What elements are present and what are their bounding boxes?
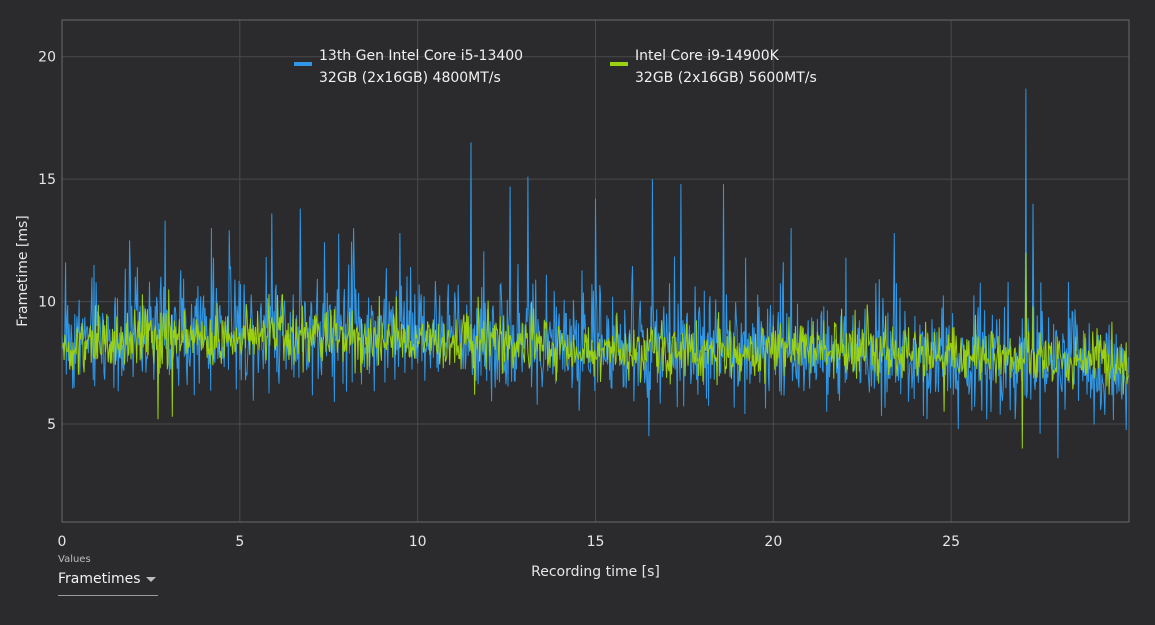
x-tick-label: 25: [942, 534, 960, 550]
values-selected: Frametimes: [58, 571, 141, 587]
y-tick-label: 15: [38, 172, 56, 188]
series-layer: [61, 88, 1130, 459]
tick-labels: 0 5 10 15 20 25 5 10 15 20: [38, 50, 960, 550]
legend-item-i5[interactable]: 13th Gen Intel Core i5-13400 32GB (2x16G…: [294, 48, 523, 86]
series-line-1: [61, 252, 1130, 449]
values-caption: Values: [58, 554, 91, 565]
x-axis-title: Recording time [s]: [531, 564, 660, 580]
legend-item-i9[interactable]: Intel Core i9-14900K 32GB (2x16GB) 5600M…: [610, 48, 817, 86]
x-tick-label: 10: [409, 534, 427, 550]
legend-swatch-i5: [294, 62, 312, 66]
y-tick-label: 20: [38, 50, 56, 66]
legend-label-i5-cpu: 13th Gen Intel Core i5-13400: [319, 48, 523, 64]
x-tick-label: 20: [764, 534, 782, 550]
legend-swatch-i9: [610, 62, 628, 66]
x-tick-label: 0: [58, 534, 67, 550]
legend-label-i9-cpu: Intel Core i9-14900K: [635, 48, 780, 64]
legend-label-i5-ram: 32GB (2x16GB) 4800MT/s: [319, 70, 501, 86]
chevron-down-icon: [146, 576, 156, 582]
x-tick-label: 15: [587, 534, 605, 550]
legend-label-i9-ram: 32GB (2x16GB) 5600MT/s: [635, 70, 817, 86]
x-tick-label: 5: [235, 534, 244, 550]
legend[interactable]: 13th Gen Intel Core i5-13400 32GB (2x16G…: [294, 48, 817, 86]
values-dropdown[interactable]: Frametimes: [58, 571, 158, 596]
values-selector[interactable]: Values Frametimes: [58, 554, 158, 596]
y-tick-label: 5: [47, 417, 56, 433]
y-tick-label: 10: [38, 295, 56, 311]
y-axis-title: Frametime [ms]: [15, 215, 31, 327]
plot-frame: [61, 19, 1130, 523]
